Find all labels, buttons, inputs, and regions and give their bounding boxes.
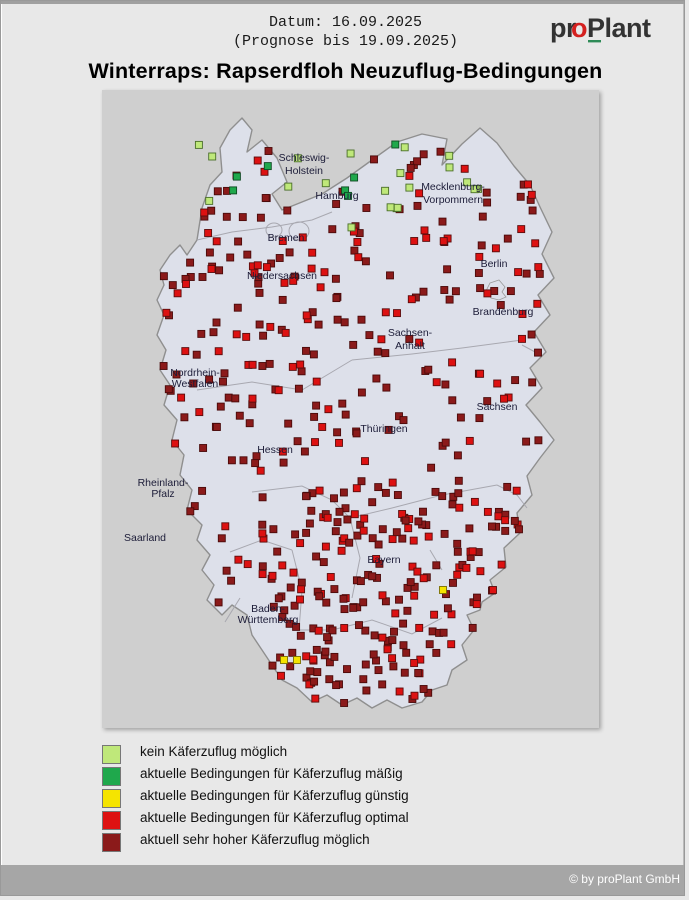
svg-text:Plant: Plant [587,13,651,43]
svg-text:Bremen: Bremen [268,232,305,244]
svg-text:Württemberg: Württemberg [238,614,299,626]
svg-text:Pfalz: Pfalz [151,488,174,500]
svg-text:Anhalt: Anhalt [395,340,425,352]
svg-text:Niedersachsen: Niedersachsen [247,270,317,282]
svg-text:Sachsen-: Sachsen- [388,327,433,339]
svg-text:Vorpommern: Vorpommern [423,194,483,206]
svg-text:Mecklenburg-: Mecklenburg- [421,181,485,193]
svg-text:Saarland: Saarland [124,532,166,544]
svg-text:o: o [571,13,587,43]
svg-text:Berlin: Berlin [481,258,508,270]
svg-text:Thüringen: Thüringen [360,423,407,435]
svg-text:Bayern: Bayern [367,554,400,566]
svg-text:Westfalen: Westfalen [172,378,219,390]
svg-text:Schleswig-: Schleswig- [279,152,330,164]
svg-text:Brandenburg: Brandenburg [473,306,534,318]
svg-text:Hamburg: Hamburg [315,190,358,202]
svg-text:Hessen: Hessen [257,444,293,456]
svg-text:Sachsen: Sachsen [477,401,518,413]
svg-text:Holstein: Holstein [285,165,323,177]
